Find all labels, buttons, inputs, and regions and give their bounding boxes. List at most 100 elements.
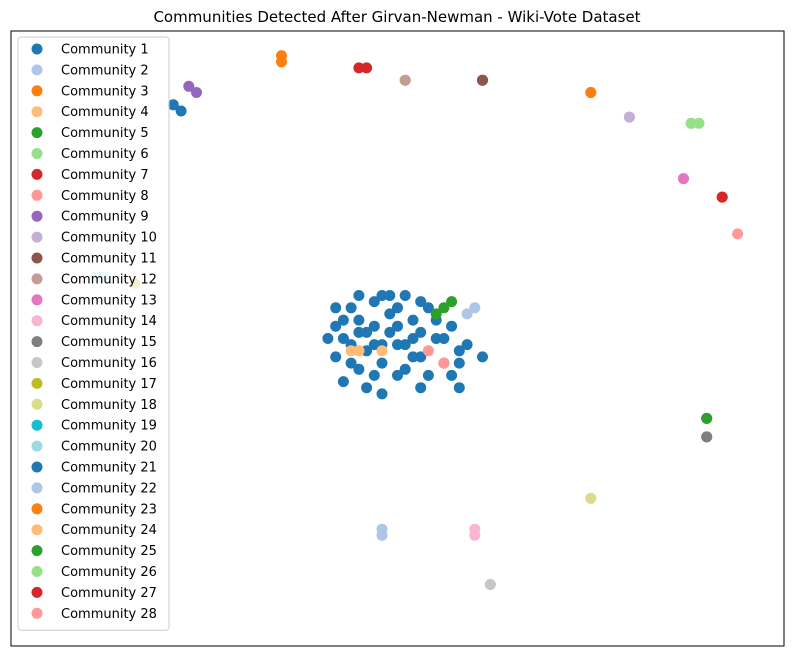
point-community-1-44: [330, 320, 342, 332]
legend-label-community-28: Community 28: [61, 607, 157, 622]
point-community-12-2: [399, 74, 411, 86]
point-community-1-38: [337, 376, 349, 388]
legend-marker-community-22: [31, 482, 43, 494]
point-community-14-2: [469, 529, 481, 541]
point-community-1-35: [461, 339, 473, 351]
legend-marker-community-3: [31, 85, 43, 97]
point-community-1-26: [422, 369, 434, 381]
legend-label-community-21: Community 21: [61, 461, 157, 476]
point-community-8-1: [422, 345, 434, 357]
point-community-1-29: [361, 326, 373, 338]
point-community-1-14: [322, 333, 334, 344]
legend-marker-community-24: [31, 524, 43, 536]
point-community-1-9: [407, 314, 419, 326]
legend-marker-community-14: [31, 315, 43, 327]
point-community-1-53: [345, 357, 357, 369]
scatter-points-layer: [90, 50, 744, 590]
legend-label-community-11: Community 11: [61, 252, 157, 267]
legend-marker-community-27: [31, 586, 43, 598]
point-community-1-4: [353, 314, 365, 326]
point-community-4-1: [345, 345, 357, 357]
legend-marker-community-26: [31, 566, 43, 577]
point-community-5-2: [446, 296, 458, 308]
point-community-1-8: [361, 345, 373, 357]
point-community-1-51: [368, 339, 380, 351]
legend-label-community-1: Community 1: [61, 43, 149, 58]
legend-marker-community-21: [31, 461, 43, 473]
point-community-9-2: [191, 87, 202, 98]
legend-marker-community-2: [31, 64, 43, 76]
legend-marker-community-10: [31, 231, 43, 243]
point-community-1-33: [337, 314, 349, 326]
point-community-28-1: [732, 228, 744, 240]
legend-label-community-6: Community 6: [61, 147, 149, 162]
legend-label-community-3: Community 3: [61, 84, 149, 99]
point-community-18-2: [585, 492, 597, 504]
point-community-1-19: [368, 296, 380, 308]
point-community-11-2: [477, 74, 488, 86]
point-community-1-36: [361, 382, 373, 394]
legend-label-community-17: Community 17: [61, 377, 157, 392]
legend-label-community-5: Community 5: [61, 126, 149, 141]
legend-marker-community-5: [31, 127, 43, 139]
legend-marker-community-11: [31, 252, 43, 264]
point-community-1-52: [438, 333, 450, 344]
legend-label-community-24: Community 24: [61, 523, 157, 538]
legend-marker-community-12: [31, 273, 43, 285]
legend-label-community-18: Community 18: [61, 398, 157, 413]
point-community-1-22: [446, 320, 458, 332]
legend-marker-community-16: [31, 357, 43, 368]
legend-label-community-2: Community 2: [61, 63, 149, 78]
point-community-25-1: [701, 412, 713, 424]
legend-box: [17, 36, 170, 631]
legend-label-community-14: Community 14: [61, 314, 157, 329]
point-community-1-43: [422, 302, 434, 314]
legend-label-community-16: Community 16: [61, 356, 157, 371]
point-community-27-2: [716, 191, 728, 203]
point-community-2-1: [461, 308, 473, 320]
point-community-23-2: [585, 87, 597, 98]
point-community-13-2: [678, 173, 689, 185]
point-community-1-2: [175, 105, 187, 117]
legend-marker-community-17: [31, 377, 43, 389]
legend-marker-community-8: [31, 189, 43, 201]
point-community-1-45: [453, 357, 465, 369]
point-community-1-42: [399, 290, 411, 301]
point-community-1-1: [167, 99, 179, 111]
legend-label-community-7: Community 7: [61, 168, 149, 183]
point-community-5-1: [438, 302, 450, 314]
point-community-1-37: [415, 382, 427, 394]
legend: Community 1 Community 2 Community 3 Communi…: [17, 36, 170, 631]
point-community-26-1: [685, 117, 697, 129]
point-community-1-20: [415, 296, 427, 308]
legend-marker-community-6: [31, 148, 43, 159]
point-community-1-57: [330, 302, 342, 314]
point-community-1-31: [392, 339, 403, 351]
point-community-1-27: [384, 308, 396, 320]
point-community-1-25: [376, 290, 388, 301]
point-community-3-2: [276, 50, 287, 62]
legend-marker-community-9: [31, 210, 43, 222]
point-community-1-21: [353, 363, 365, 375]
point-community-1-16: [345, 302, 357, 314]
point-community-15-2: [701, 431, 713, 443]
legend-label-community-13: Community 13: [61, 293, 157, 308]
legend-label-community-20: Community 20: [61, 440, 157, 455]
point-community-1-34: [368, 369, 380, 381]
point-community-24-1: [353, 345, 365, 357]
point-community-1-5: [384, 326, 396, 338]
legend-marker-community-25: [31, 545, 43, 557]
point-community-1-3: [368, 320, 380, 332]
point-community-1-7: [415, 351, 427, 363]
legend-label-community-15: Community 15: [61, 335, 157, 350]
point-community-1-40: [353, 290, 365, 301]
point-community-7-2: [361, 62, 373, 74]
point-community-25-2: [430, 308, 442, 320]
point-community-1-6: [399, 339, 411, 351]
legend-label-community-10: Community 10: [61, 231, 157, 246]
point-community-1-24: [399, 363, 411, 375]
point-community-16-2: [484, 579, 496, 590]
point-community-1-12: [337, 333, 349, 344]
plot-area-frame: [10, 30, 785, 647]
